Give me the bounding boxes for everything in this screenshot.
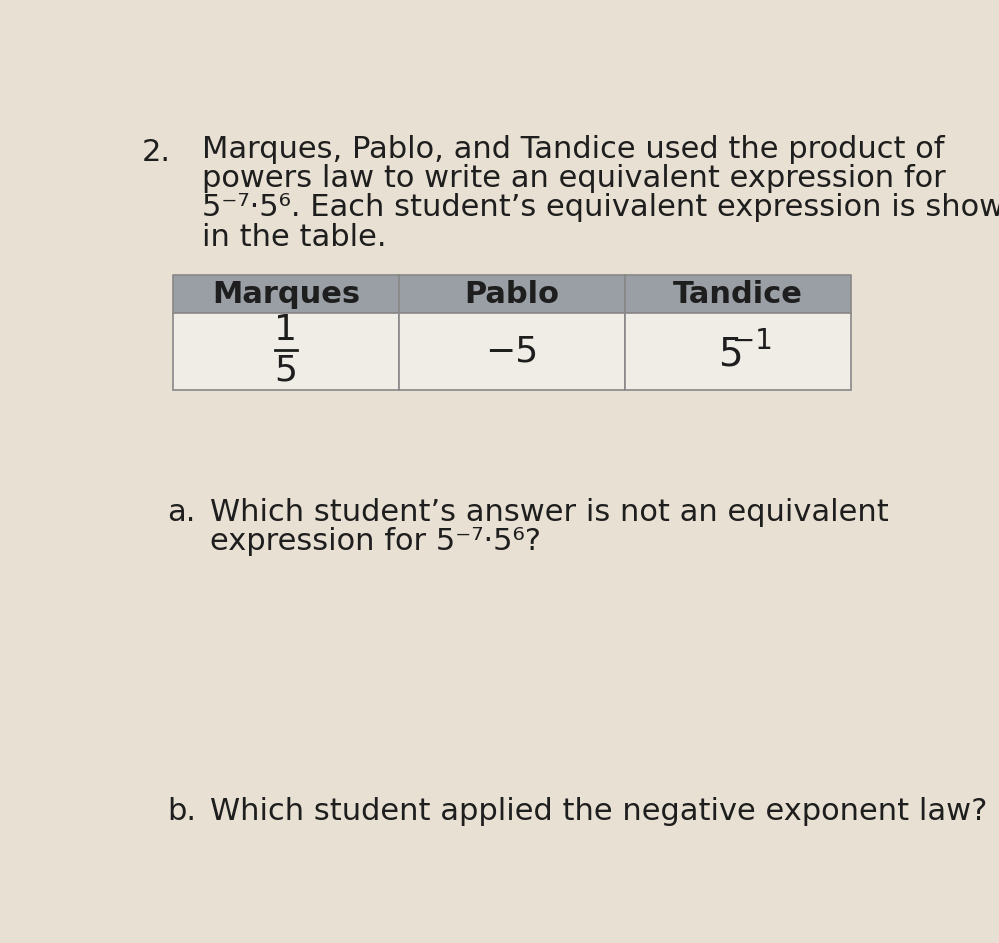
Bar [173, 274, 399, 313]
Text: Which student applied the negative exponent law?: Which student applied the negative expon… [210, 797, 987, 826]
Text: Marques: Marques [212, 280, 360, 308]
Text: 1: 1 [275, 313, 298, 347]
Text: Marques, Pablo, and Tandice used the product of: Marques, Pablo, and Tandice used the pro… [203, 135, 945, 164]
Text: 5: 5 [275, 354, 298, 388]
Text: b.: b. [168, 797, 197, 826]
Text: 2.: 2. [142, 138, 171, 167]
Text: a.: a. [168, 498, 196, 527]
Text: −5: −5 [486, 335, 538, 369]
Text: 5⁻⁷·5⁶. Each student’s equivalent expression is shown: 5⁻⁷·5⁶. Each student’s equivalent expres… [203, 193, 999, 223]
Bar [625, 313, 851, 390]
Text: Which student’s answer is not an equivalent: Which student’s answer is not an equival… [210, 498, 889, 527]
Text: Pablo: Pablo [465, 280, 559, 308]
Bar [625, 274, 851, 313]
Text: Tandice: Tandice [673, 280, 803, 308]
Text: −1: −1 [731, 327, 772, 356]
Bar [399, 274, 625, 313]
Text: in the table.: in the table. [203, 223, 387, 252]
Text: 5: 5 [718, 336, 742, 374]
Bar [399, 313, 625, 390]
Text: expression for 5⁻⁷·5⁶?: expression for 5⁻⁷·5⁶? [210, 527, 541, 556]
Text: powers law to write an equivalent expression for: powers law to write an equivalent expres… [203, 164, 946, 193]
Bar [173, 313, 399, 390]
